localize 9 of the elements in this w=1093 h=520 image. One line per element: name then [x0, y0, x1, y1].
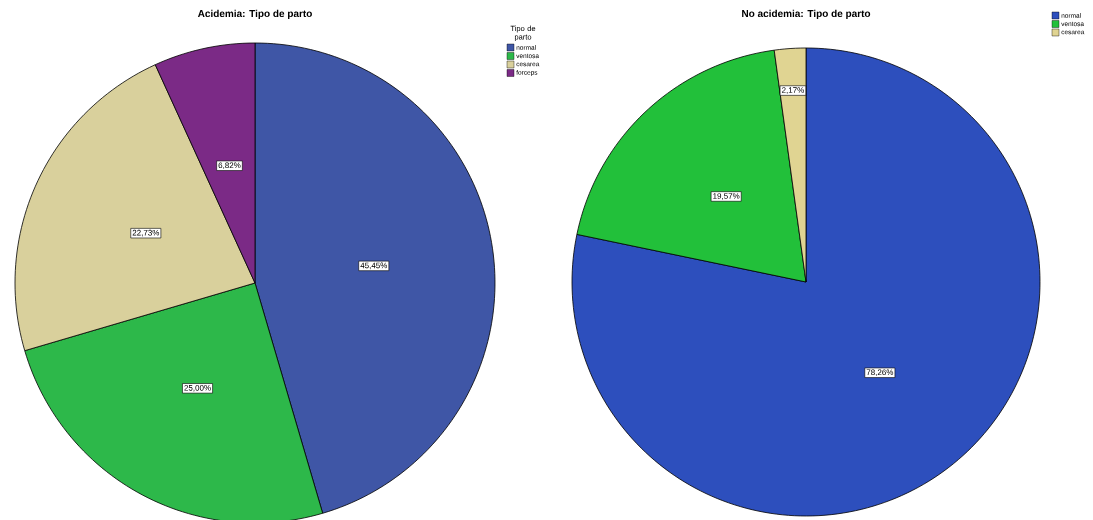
chart-title: No acidemia: Tipo de parto	[742, 9, 871, 20]
data-label: 45,45%	[360, 262, 388, 270]
data-label: 19,57%	[713, 193, 740, 200]
data-label: 6,82%	[218, 162, 241, 170]
data-label: 25,00%	[184, 385, 211, 392]
chart-title: Acidemia: Tipo de parto	[197, 9, 312, 20]
data-label: 78,26%	[866, 369, 894, 377]
data-label: 2,17%	[781, 87, 804, 94]
data-label: 22,73%	[132, 229, 160, 237]
